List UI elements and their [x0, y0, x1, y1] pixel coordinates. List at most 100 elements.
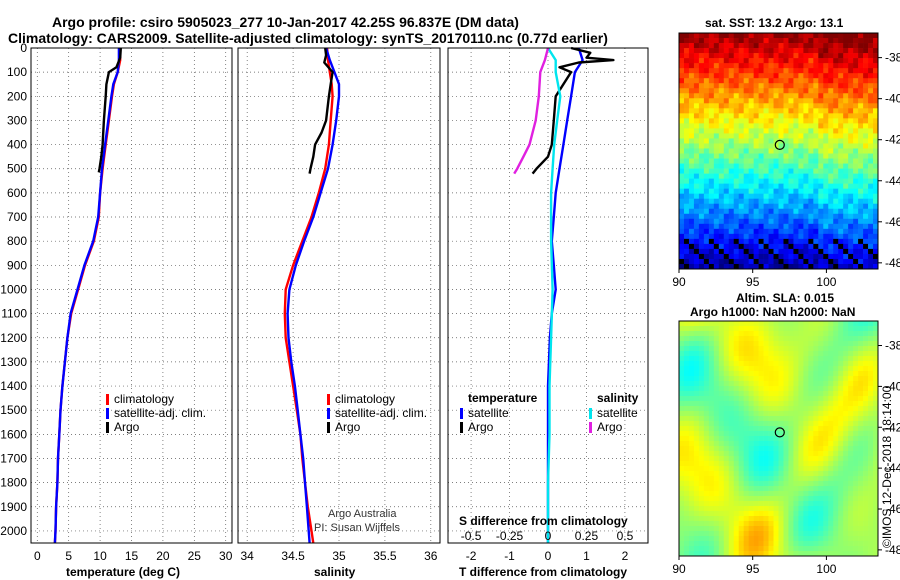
map-cell — [748, 258, 754, 265]
map-cell — [778, 263, 784, 270]
map-cell — [758, 391, 764, 397]
map-cell — [698, 551, 705, 557]
map-cell — [728, 43, 735, 49]
map-cell — [693, 138, 700, 144]
map-cell — [718, 501, 725, 507]
map-cell — [788, 471, 794, 477]
map-cell — [838, 178, 844, 184]
map-cell — [798, 158, 804, 164]
map-cell — [863, 456, 869, 462]
map-cell — [798, 431, 804, 437]
map-cell — [763, 486, 769, 492]
map-cell — [683, 48, 690, 54]
map-cell — [813, 158, 819, 164]
legend-swatch-satellite — [327, 408, 330, 419]
map-cell — [843, 258, 849, 265]
map-cell — [708, 93, 715, 99]
map-cell — [868, 536, 874, 542]
map-cell — [823, 346, 829, 352]
map-cell — [743, 108, 749, 114]
map-cell — [758, 486, 764, 492]
map-cell — [703, 233, 710, 240]
map-cell — [833, 446, 839, 452]
map-cell — [803, 193, 809, 200]
map-cell — [788, 33, 794, 39]
map-cell — [753, 406, 759, 412]
map-cell — [843, 263, 849, 270]
map-cell — [848, 341, 854, 347]
map-cell — [778, 391, 784, 397]
map-cell — [733, 98, 740, 104]
map-cell — [783, 431, 789, 437]
map-cell — [843, 228, 849, 235]
map-cell — [828, 63, 834, 69]
map-cell — [683, 93, 690, 99]
map-cell — [853, 123, 859, 129]
map-cell — [763, 248, 769, 255]
map-cell — [848, 208, 854, 215]
map-cell — [738, 133, 745, 139]
map-cell — [868, 248, 874, 255]
map-cell — [713, 208, 720, 215]
map-cell — [823, 38, 829, 44]
map-cell — [703, 336, 710, 342]
map-cell — [738, 431, 745, 437]
map-cell — [828, 386, 834, 392]
map-cell — [798, 551, 804, 557]
map-cell — [833, 193, 839, 200]
map-cell — [868, 58, 874, 64]
map-cell — [693, 501, 700, 507]
map-cell — [823, 331, 829, 337]
map-cell — [858, 516, 864, 522]
map-cell — [803, 536, 809, 542]
map-cell — [743, 381, 749, 387]
map-cell — [868, 138, 874, 144]
map-cell — [818, 43, 824, 49]
map-cell — [679, 88, 685, 94]
map-cell — [698, 198, 705, 205]
map-cell — [828, 531, 834, 537]
map-cell — [708, 406, 715, 412]
map-cell — [688, 158, 695, 164]
map-cell — [853, 516, 859, 522]
map-cell — [763, 258, 769, 265]
map-cell — [763, 38, 769, 44]
map-cell — [723, 188, 730, 195]
map-cell — [708, 511, 715, 517]
map-cell — [713, 183, 720, 190]
map-cell — [753, 98, 759, 104]
map-cell — [873, 336, 879, 342]
map-cell — [753, 58, 759, 64]
map-cell — [753, 158, 759, 164]
map-cell — [703, 551, 710, 557]
map-cell — [708, 396, 715, 402]
map-cell — [863, 138, 869, 144]
map-cell — [693, 401, 700, 407]
map-cell — [803, 531, 809, 537]
map-cell — [853, 436, 859, 442]
map-cell — [873, 58, 879, 64]
map-cell — [708, 258, 715, 265]
map-cell — [843, 456, 849, 462]
map-cell — [693, 168, 700, 174]
map-cell — [828, 53, 834, 59]
map-cell — [718, 541, 725, 547]
map-cell — [773, 73, 779, 79]
map-cell — [783, 416, 789, 422]
map-cell — [683, 391, 690, 397]
map-cell — [818, 341, 824, 347]
map-cell — [848, 138, 854, 144]
map-cell — [873, 38, 879, 44]
map-cell — [868, 406, 874, 412]
map-cell — [718, 511, 725, 517]
map-cell — [743, 88, 749, 94]
map-cell — [728, 73, 735, 79]
map-cell — [718, 223, 725, 230]
map-cell — [868, 361, 874, 367]
map-cell — [748, 401, 754, 407]
map-cell — [743, 321, 749, 327]
map-cell — [833, 103, 839, 109]
map-cell — [773, 416, 779, 422]
map-cell — [688, 48, 695, 54]
map-cell — [788, 511, 794, 517]
